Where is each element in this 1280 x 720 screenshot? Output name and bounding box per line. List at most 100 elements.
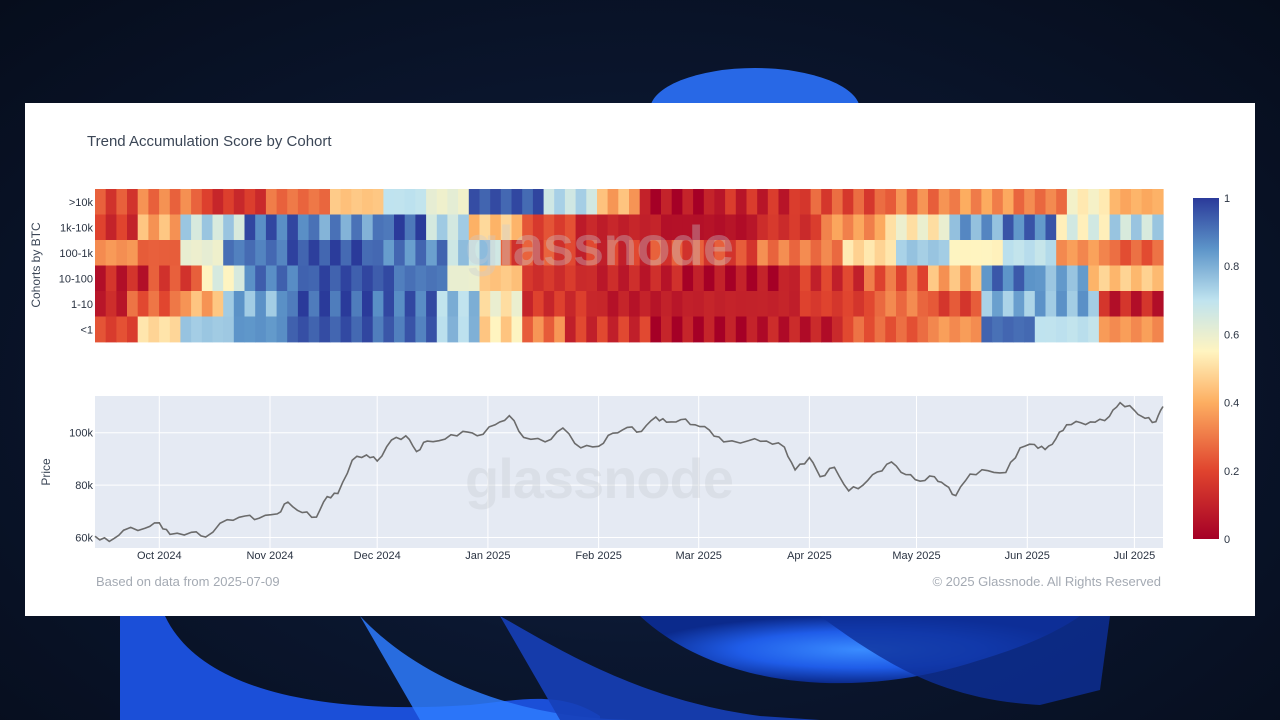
heatmap-cell bbox=[1066, 316, 1079, 343]
heatmap-cell bbox=[415, 189, 427, 215]
heatmap-cell bbox=[1013, 214, 1025, 241]
heatmap-cell bbox=[746, 316, 758, 343]
heatmap-cell bbox=[479, 265, 491, 292]
heatmap-cell bbox=[287, 291, 299, 317]
heatmap-cell bbox=[767, 214, 780, 241]
price-x-tick-label: Jun 2025 bbox=[1005, 550, 1050, 562]
heatmap-cell bbox=[1034, 291, 1047, 317]
price-x-tick-label: Dec 2024 bbox=[354, 550, 401, 562]
heatmap-cell bbox=[970, 316, 983, 343]
heatmap-cell bbox=[1002, 291, 1015, 317]
heatmap-cell bbox=[1013, 316, 1025, 343]
heatmap-cell bbox=[554, 265, 566, 292]
heatmap-cell bbox=[169, 240, 182, 266]
heatmap bbox=[95, 189, 1164, 343]
heatmap-cell bbox=[906, 316, 918, 343]
heatmap-row-label: 1-10 bbox=[71, 299, 93, 311]
heatmap-cell bbox=[597, 214, 609, 241]
heatmap-cell bbox=[436, 214, 449, 241]
heatmap-cell bbox=[458, 189, 470, 215]
heatmap-cell bbox=[1034, 189, 1047, 215]
heatmap-cell bbox=[468, 316, 481, 343]
heatmap-cell bbox=[981, 291, 993, 317]
heatmap-cell bbox=[778, 265, 790, 292]
heatmap-cell bbox=[308, 189, 320, 215]
heatmap-cell bbox=[522, 240, 534, 266]
heatmap-cell bbox=[340, 214, 352, 241]
heatmap-cell bbox=[629, 316, 641, 343]
heatmap-cell bbox=[394, 316, 406, 343]
heatmap-cell bbox=[479, 214, 491, 241]
price-y-tick-label: 60k bbox=[75, 533, 93, 545]
heatmap-cell bbox=[351, 265, 363, 292]
heatmap-cell bbox=[372, 240, 384, 266]
heatmap-cell bbox=[586, 240, 598, 266]
heatmap-cell bbox=[276, 265, 288, 292]
heatmap-cell bbox=[1024, 316, 1036, 343]
heatmap-cell bbox=[169, 189, 182, 215]
heatmap-cell bbox=[821, 240, 833, 266]
heatmap-cell bbox=[725, 291, 737, 317]
heatmap-cell bbox=[650, 291, 662, 317]
heatmap-cell bbox=[116, 265, 128, 292]
colorbar-tick-label: 0 bbox=[1224, 534, 1230, 546]
heatmap-cell bbox=[981, 316, 993, 343]
heatmap-cell bbox=[682, 240, 694, 266]
heatmap-cell bbox=[330, 291, 342, 317]
heatmap-cell bbox=[511, 189, 523, 215]
heatmap-cell bbox=[383, 291, 395, 317]
heatmap-cell bbox=[864, 240, 876, 266]
heatmap-cell bbox=[394, 189, 406, 215]
heatmap-cell bbox=[650, 214, 662, 241]
heatmap-cell bbox=[233, 291, 246, 317]
heatmap-cell bbox=[661, 291, 673, 317]
heatmap-cell bbox=[757, 214, 769, 241]
heatmap-cell bbox=[265, 214, 278, 241]
heatmap-cell bbox=[1077, 265, 1089, 292]
heatmap-cell bbox=[885, 189, 897, 215]
heatmap-row-label: <1 bbox=[80, 324, 93, 336]
heatmap-cell bbox=[297, 316, 310, 343]
heatmap-cell bbox=[1152, 189, 1164, 215]
heatmap-cell bbox=[767, 189, 780, 215]
heatmap-cell bbox=[169, 316, 182, 343]
heatmap-cell bbox=[415, 214, 427, 241]
heatmap-cell bbox=[191, 265, 203, 292]
heatmap-cell bbox=[725, 316, 737, 343]
heatmap-cell bbox=[340, 265, 352, 292]
heatmap-cell bbox=[917, 291, 929, 317]
heatmap-cell bbox=[255, 214, 267, 241]
heatmap-cell bbox=[500, 189, 513, 215]
heatmap-cell bbox=[1056, 214, 1068, 241]
heatmap-cell bbox=[853, 265, 865, 292]
heatmap-cell bbox=[522, 265, 534, 292]
heatmap-cell bbox=[276, 189, 288, 215]
heatmap-cell bbox=[116, 291, 128, 317]
heatmap-cell bbox=[1013, 265, 1025, 292]
heatmap-cell bbox=[394, 265, 406, 292]
heatmap-cell bbox=[212, 240, 224, 266]
heatmap-cell bbox=[137, 214, 149, 241]
heatmap-cell bbox=[714, 214, 726, 241]
heatmap-cell bbox=[938, 265, 950, 292]
heatmap-cell bbox=[287, 316, 299, 343]
heatmap-cell bbox=[842, 240, 854, 266]
heatmap-cell bbox=[297, 189, 310, 215]
heatmap-cell bbox=[127, 214, 139, 241]
heatmap-cell bbox=[789, 189, 801, 215]
heatmap-cell bbox=[447, 291, 459, 317]
heatmap-cell bbox=[767, 265, 780, 292]
heatmap-cell bbox=[618, 214, 630, 241]
heatmap-cell bbox=[799, 214, 812, 241]
heatmap-cell bbox=[351, 214, 363, 241]
heatmap-cell bbox=[575, 265, 587, 292]
heatmap-cell bbox=[351, 189, 363, 215]
heatmap-cell bbox=[778, 240, 790, 266]
heatmap-cell bbox=[351, 291, 363, 317]
heatmap-cell bbox=[1013, 240, 1025, 266]
heatmap-cell bbox=[297, 240, 310, 266]
heatmap-cell bbox=[714, 316, 726, 343]
heatmap-cell bbox=[735, 291, 748, 317]
heatmap-cell bbox=[970, 240, 983, 266]
heatmap-cell bbox=[639, 316, 651, 343]
